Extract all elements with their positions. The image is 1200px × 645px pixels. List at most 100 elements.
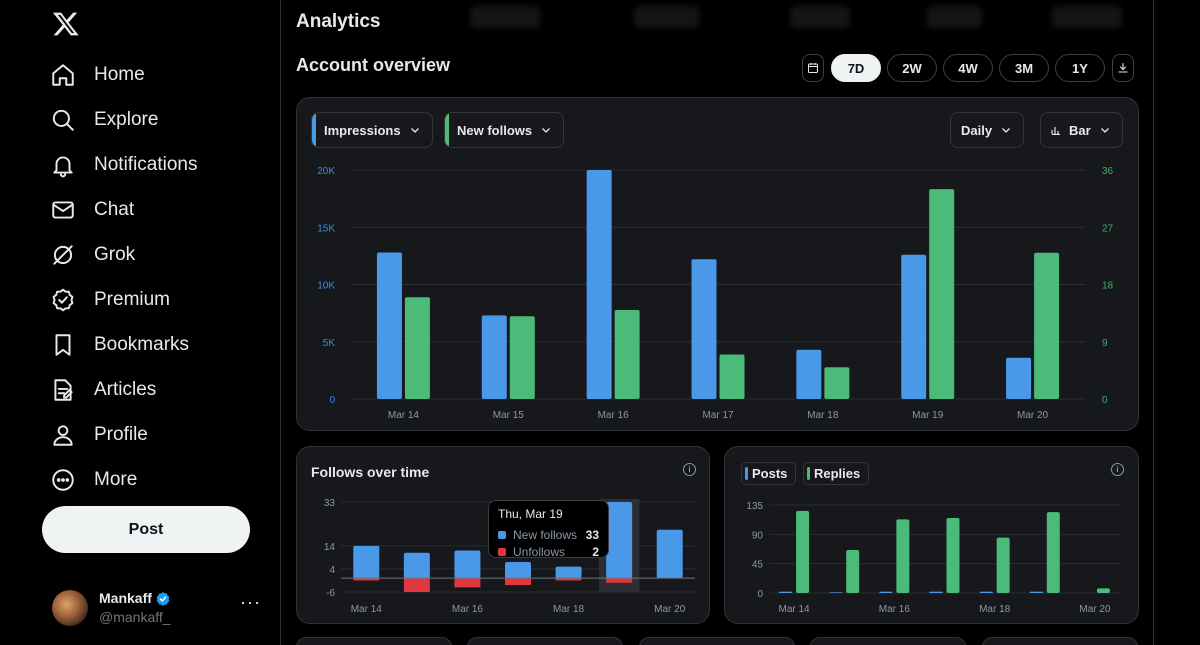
- y-tick-label-left: 0: [329, 395, 335, 406]
- nav-item-explore[interactable]: Explore: [50, 97, 198, 142]
- new-follows-bar: [606, 502, 633, 579]
- range-2w-button[interactable]: 2W: [887, 54, 937, 82]
- account-name-row: Mankaff: [99, 589, 171, 608]
- x-tick-label: Mar 15: [493, 410, 525, 421]
- nav-item-chat[interactable]: Chat: [50, 187, 198, 232]
- home-icon: [52, 63, 74, 86]
- card-stub: [982, 637, 1138, 645]
- nav-item-home[interactable]: Home: [50, 52, 198, 97]
- x-tick-label: Mar 16: [879, 604, 911, 615]
- posts-bar: [829, 592, 843, 593]
- accent-bar: [807, 467, 810, 480]
- nav-item-grok[interactable]: Grok: [50, 232, 198, 277]
- x-tick-label: Mar 14: [779, 604, 811, 615]
- chevron-down-icon: [542, 128, 551, 133]
- metric-right-dropdown[interactable]: New follows: [444, 112, 565, 148]
- nav-item-articles[interactable]: Articles: [50, 367, 198, 412]
- new-follows-bar: [929, 189, 955, 399]
- new-follows-bar: [555, 566, 582, 579]
- tooltip-value: 2: [592, 544, 599, 559]
- replies-bar: [996, 537, 1010, 593]
- metric-left-label: Impressions: [324, 122, 401, 138]
- tooltip-label: Unfollows: [513, 544, 566, 559]
- replies-bar: [796, 510, 810, 593]
- info-icon[interactable]: i: [683, 463, 696, 476]
- range-3m-button[interactable]: 3M: [999, 54, 1049, 82]
- nav-item-notifications[interactable]: Notifications: [50, 142, 198, 187]
- sidebar: Home Explore Notifications Chat Grok Pre…: [0, 0, 281, 645]
- nav-label: Bookmarks: [94, 333, 190, 355]
- calendar-icon: [808, 63, 818, 73]
- grok-icon: [53, 244, 73, 265]
- impressions-bar: [481, 315, 507, 399]
- bar-chart-icon: [1051, 127, 1060, 135]
- interval-dropdown[interactable]: Daily: [950, 112, 1025, 148]
- metric-left-dropdown[interactable]: Impressions: [311, 112, 433, 148]
- new-follows-bar: [656, 529, 683, 579]
- replies-bar: [1096, 588, 1110, 593]
- nav-item-profile[interactable]: Profile: [50, 412, 198, 457]
- download-button[interactable]: [1112, 54, 1134, 82]
- x-logo-icon[interactable]: [52, 10, 80, 38]
- y-tick-label: 90: [752, 530, 764, 541]
- follows-over-time-card: Follows over time i -6 4 14 33 Mar 14 Mar 16 M…: [296, 446, 710, 624]
- y-tick-label: 14: [324, 542, 336, 553]
- range-7d-button[interactable]: 7D: [831, 54, 881, 82]
- chevron-down-icon: [1002, 128, 1011, 133]
- x-tick-label: Mar 18: [979, 604, 1011, 615]
- calendar-button[interactable]: [802, 54, 824, 82]
- impressions-bar: [376, 252, 402, 399]
- posts-toggle[interactable]: Posts: [741, 462, 797, 485]
- replies-toggle[interactable]: Replies: [803, 462, 870, 485]
- bell-icon: [53, 155, 73, 177]
- nav-label: Home: [94, 63, 145, 85]
- new-follows-bar: [353, 545, 380, 579]
- chevron-down-icon: [410, 128, 419, 133]
- legend-swatch: [498, 547, 506, 556]
- primary-nav: Home Explore Notifications Chat Grok Pre…: [50, 52, 198, 502]
- y-tick-label-right: 9: [1102, 338, 1108, 349]
- unfollows-bar: [403, 578, 430, 592]
- chart-tooltip: Thu, Mar 19 New follows 33 Unfollows 2: [488, 500, 609, 560]
- card-stub: [639, 637, 795, 645]
- replies-bar: [896, 519, 910, 593]
- more-circle-icon: [52, 468, 74, 491]
- tooltip-label: New follows: [513, 527, 578, 542]
- account-switcher[interactable]: Mankaff @mankaff_ ···: [52, 588, 267, 628]
- post-button[interactable]: Post: [42, 506, 250, 553]
- new-follows-bar: [614, 309, 640, 399]
- nav-label: Notifications: [94, 153, 198, 175]
- range-1y-button[interactable]: 1Y: [1055, 54, 1105, 82]
- avatar: [52, 590, 88, 626]
- search-icon: [52, 109, 74, 131]
- posts-bar: [979, 591, 993, 593]
- nav-label: Premium: [94, 288, 171, 310]
- nav-item-premium[interactable]: Premium: [50, 277, 198, 322]
- download-icon: [1118, 62, 1128, 73]
- chart-kind-dropdown[interactable]: Bar: [1040, 112, 1123, 148]
- card-stub: [296, 637, 452, 645]
- replies-bar: [1046, 512, 1060, 593]
- legend-swatch: [498, 530, 506, 539]
- y-tick-label-right: 18: [1102, 281, 1114, 292]
- range-4w-button[interactable]: 4W: [943, 54, 993, 82]
- account-more-icon[interactable]: ···: [240, 592, 261, 612]
- follows-card-title: Follows over time: [311, 464, 430, 480]
- card-stub: [810, 637, 966, 645]
- blurred-tab: [634, 6, 699, 28]
- y-tick-label: 135: [746, 501, 763, 512]
- x-tick-label: Mar 14: [351, 604, 383, 615]
- replies-bar: [946, 518, 960, 593]
- posts-bar: [929, 591, 943, 593]
- impressions-bar: [691, 259, 717, 399]
- unfollows-bar: [505, 578, 531, 586]
- x-tick-label: Mar 17: [702, 410, 734, 421]
- new-follows-bar: [454, 550, 481, 579]
- info-icon[interactable]: i: [1111, 463, 1124, 476]
- nav-item-more[interactable]: More: [50, 457, 198, 502]
- unfollows-bar: [606, 578, 633, 583]
- section-title: Account overview: [296, 55, 451, 75]
- impressions-bar: [1006, 357, 1032, 399]
- tooltip-row-unfollows: Unfollows 2: [498, 543, 599, 560]
- nav-item-bookmarks[interactable]: Bookmarks: [50, 322, 198, 367]
